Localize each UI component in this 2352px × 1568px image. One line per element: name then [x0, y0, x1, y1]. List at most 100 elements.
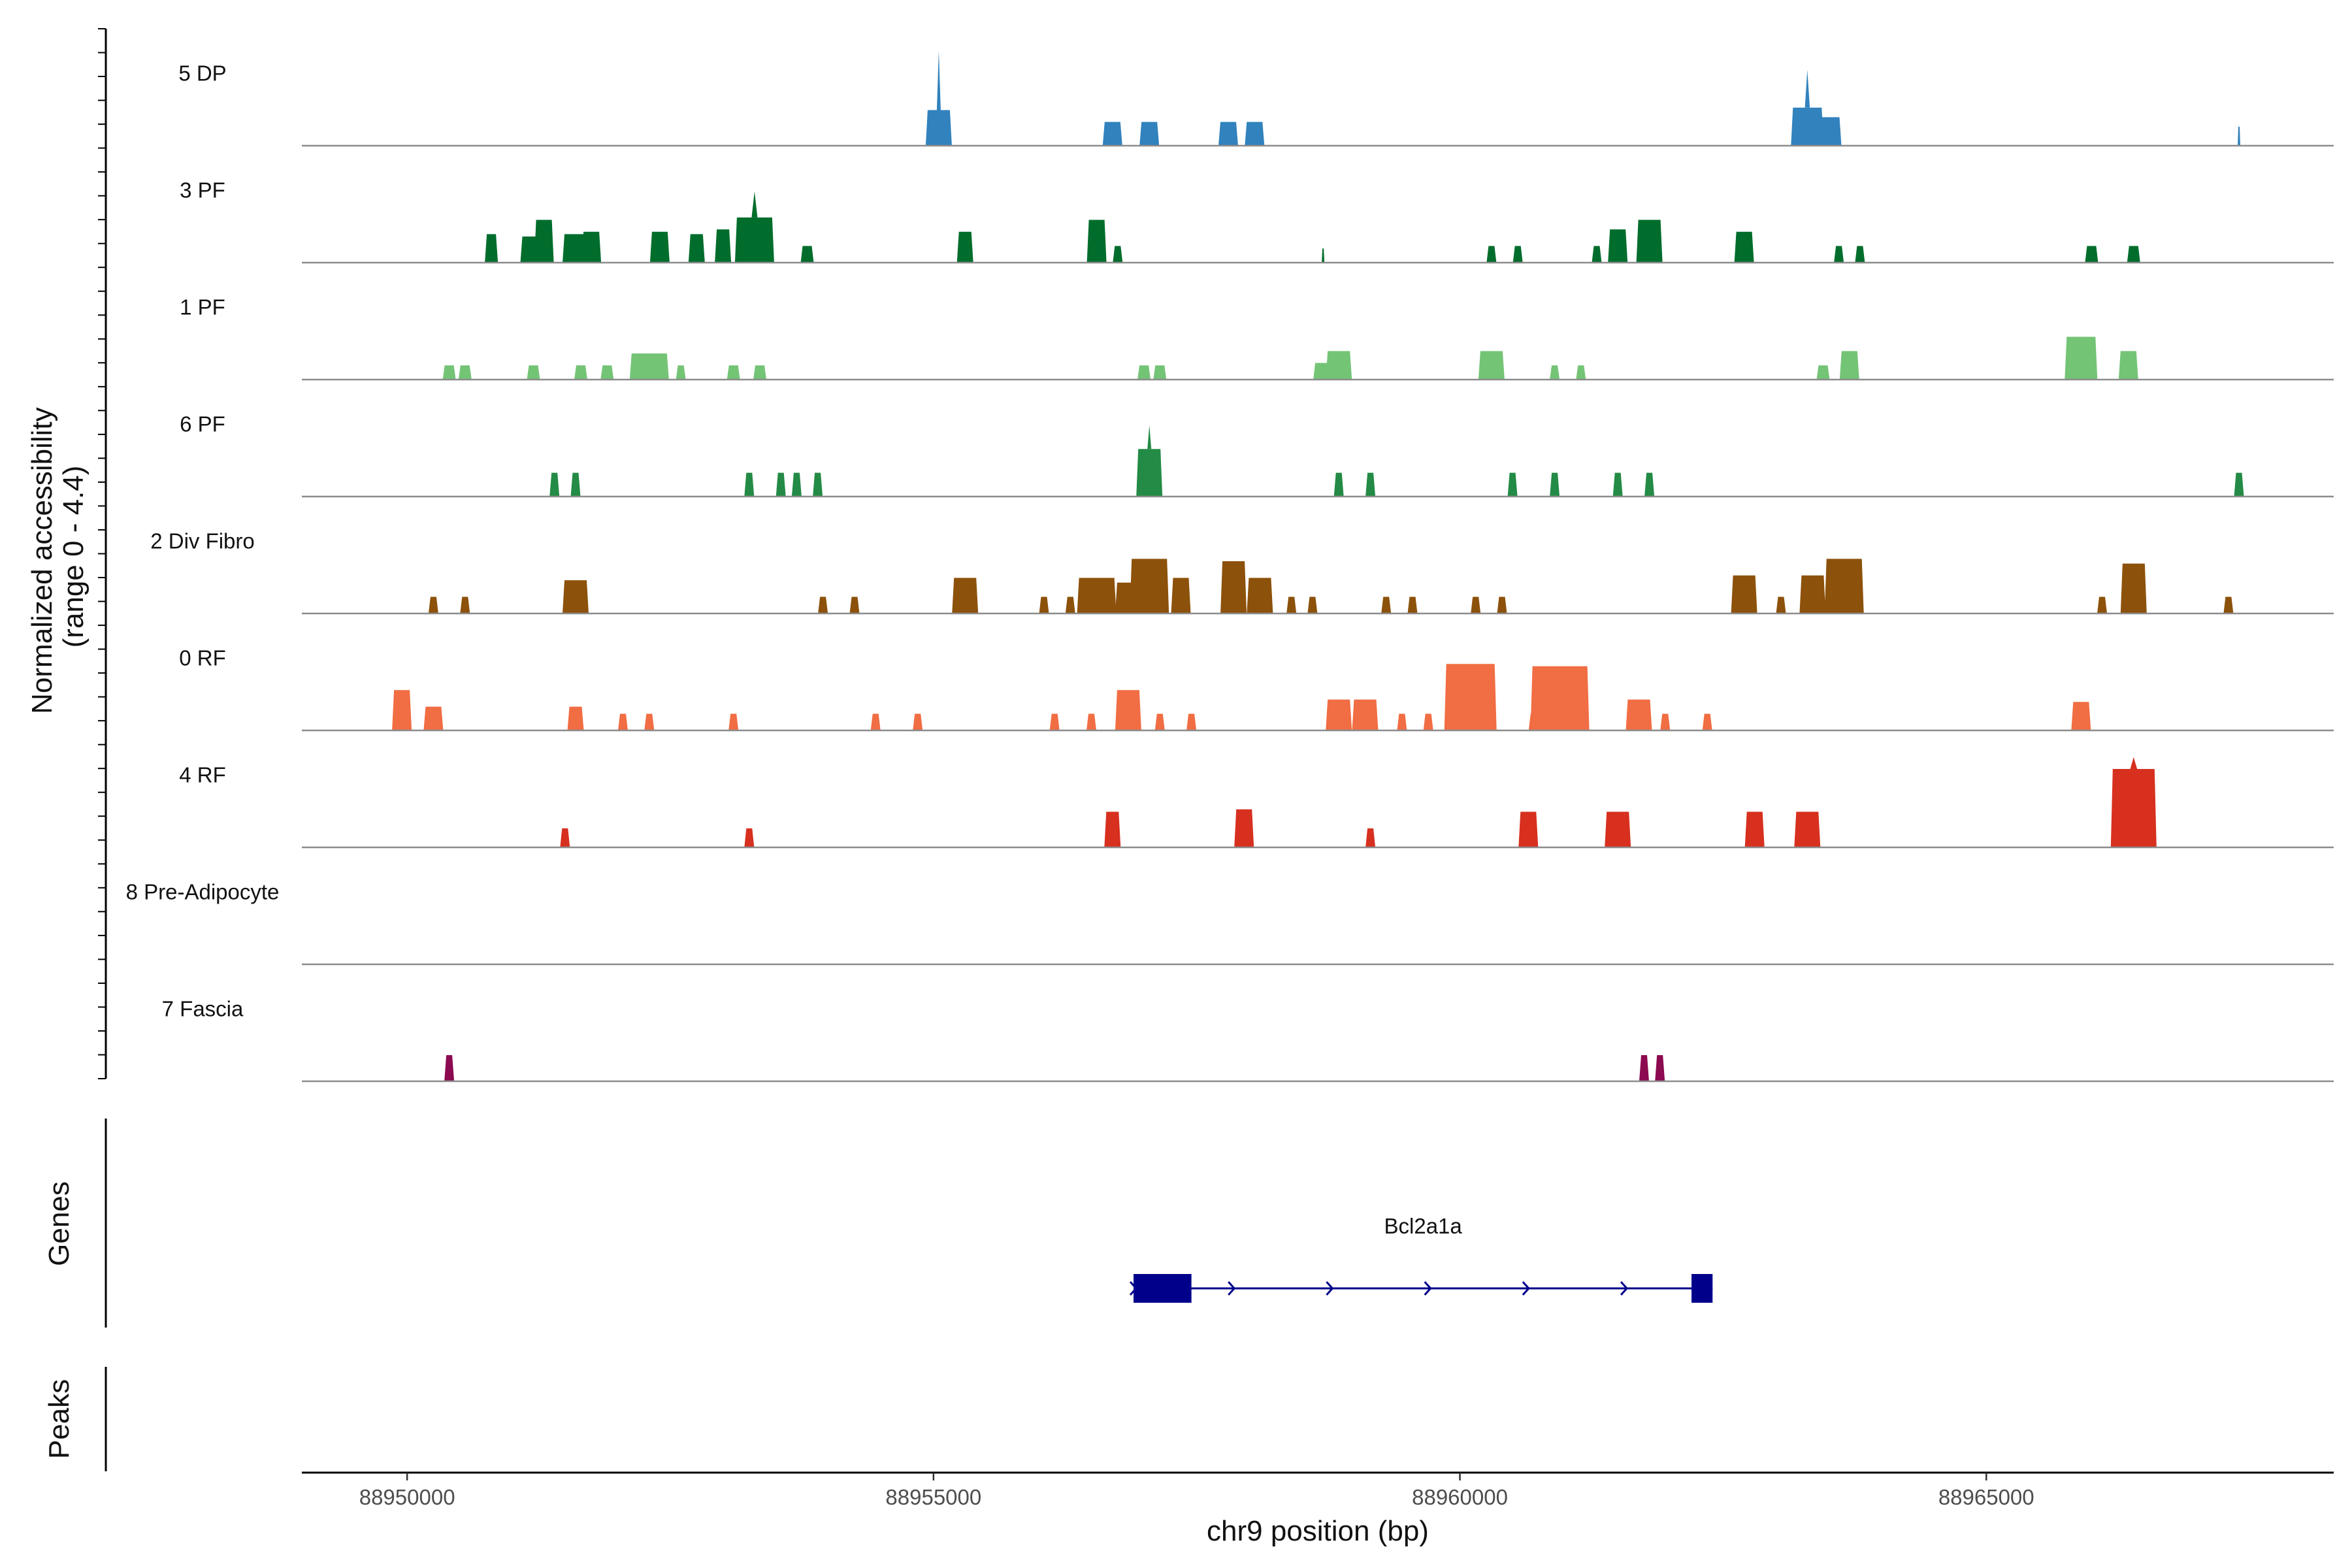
- accessibility-peak: [458, 365, 472, 380]
- accessibility-peak: [1660, 713, 1671, 730]
- strand-arrow: [1326, 1281, 1334, 1296]
- accessibility-peak: [1153, 365, 1167, 380]
- track-1-pf: 1 PF: [180, 295, 2334, 381]
- strand-arrow: [1522, 1281, 1530, 1296]
- accessibility-peak: [567, 706, 584, 730]
- accessibility-peak-summit: [751, 191, 758, 218]
- accessibility-peak: [1086, 220, 1107, 263]
- accessibility-peak: [1065, 596, 1075, 613]
- accessibility-peak: [1307, 596, 1318, 613]
- accessibility-peak: [1039, 596, 1049, 613]
- accessibility-peak: [1077, 578, 1117, 613]
- accessibility-peak: [1636, 220, 1663, 263]
- accessibility-peak: [1136, 449, 1163, 497]
- accessibility-peak: [1478, 351, 1505, 380]
- accessibility-peak: [1130, 559, 1169, 613]
- accessibility-peak: [1171, 578, 1191, 613]
- accessibility-peak: [753, 365, 766, 380]
- accessibility-peak: [1486, 246, 1497, 263]
- accessibility-peak: [1799, 575, 1826, 613]
- accessibility-peak: [2065, 336, 2098, 380]
- accessibility-peak: [1218, 122, 1238, 146]
- accessibility-peak: [734, 217, 774, 263]
- accessibility-peak: [1234, 809, 1254, 847]
- y-axis-title-line1: Normalized accessibility: [26, 407, 58, 713]
- accessibility-peak: [1471, 596, 1481, 613]
- accessibility-peak: [1365, 828, 1376, 847]
- accessibility-peak: [676, 365, 686, 380]
- accessibility-peak: [2223, 596, 2234, 613]
- track-label: 8 Pre-Adipocyte: [126, 880, 280, 904]
- accessibility-peak: [1605, 811, 1631, 847]
- strand-arrow: [1620, 1281, 1629, 1296]
- accessibility-peak: [1286, 596, 1297, 613]
- accessibility-peak: [1639, 1055, 1649, 1081]
- accessibility-peak: [1397, 713, 1407, 730]
- accessibility-peak: [1791, 107, 1824, 146]
- track-6-pf: 6 PF: [180, 412, 2334, 498]
- accessibility-peak: [1104, 811, 1121, 847]
- accessibility-peak: [1815, 117, 1842, 146]
- track-4-rf: 4 RF: [179, 757, 2334, 849]
- accessibility-peak: [1154, 713, 1165, 730]
- accessibility-peak: [2097, 596, 2107, 613]
- accessibility-peak: [1512, 246, 1523, 263]
- accessibility-peak-summit: [1805, 69, 1810, 108]
- track-2-div-fibro: 2 Div Fibro: [150, 529, 2334, 615]
- track-label: 0 RF: [179, 646, 226, 670]
- accessibility-peak: [776, 472, 786, 497]
- accessibility-peak: [1115, 690, 1141, 730]
- accessibility-peak: [1834, 246, 1844, 263]
- gene-exon: [1691, 1274, 1713, 1303]
- accessibility-tracks: 5 DP 3 PF 1 PF 6 PF 2 Div Fibro 0 RF 4 RF 8 Pre…: [126, 50, 2334, 1083]
- accessibility-peak: [392, 690, 412, 730]
- accessibility-peak: [1576, 365, 1586, 380]
- accessibility-peak: [1644, 472, 1655, 497]
- accessibility-peak: [2234, 472, 2244, 497]
- accessibility-peak: [1839, 351, 1859, 380]
- gene-annotation-track: Bcl2a1a: [1129, 1214, 1713, 1303]
- track-label: 4 RF: [179, 763, 226, 787]
- accessibility-peak: [1625, 699, 1652, 730]
- accessibility-peak: [1518, 811, 1539, 847]
- accessibility-peak: [1731, 575, 1757, 613]
- accessibility-peak: [1326, 351, 1352, 380]
- accessibility-peak: [913, 713, 923, 730]
- accessibility-peak: [1086, 713, 1096, 730]
- accessibility-peak: [1608, 229, 1628, 263]
- accessibility-peak: [2238, 126, 2240, 146]
- accessibility-peak: [2127, 246, 2140, 263]
- accessibility-peak: [485, 234, 498, 263]
- genes-panel-label: Genes: [43, 1181, 75, 1266]
- accessibility-peak: [791, 472, 802, 497]
- track-label: 3 PF: [180, 178, 225, 203]
- track-3-pf: 3 PF: [180, 178, 2334, 264]
- y-axis-ticks: [98, 28, 106, 1079]
- accessibility-peak: [1744, 811, 1765, 847]
- accessibility-peak: [728, 713, 739, 730]
- x-axis-ticks: 88950000 88955000 88960000 88965000: [359, 1473, 2034, 1509]
- accessibility-peak-summit: [1147, 425, 1152, 449]
- track-label: 6 PF: [180, 412, 225, 436]
- accessibility-peak: [1186, 713, 1197, 730]
- accessibility-peak: [952, 578, 979, 613]
- accessibility-peak: [460, 596, 470, 613]
- accessibility-peak: [744, 472, 755, 497]
- accessibility-peak: [549, 472, 560, 497]
- x-axis-title: chr9 position (bp): [1207, 1515, 1429, 1547]
- accessibility-peak: [1702, 713, 1712, 730]
- accessibility-peak: [2118, 351, 2138, 380]
- accessibility-peak: [2110, 769, 2157, 847]
- accessibility-peak: [813, 472, 823, 497]
- accessibility-peak: [1816, 365, 1830, 380]
- accessibility-peak: [1530, 666, 1590, 730]
- track-label: 7 Fascia: [162, 997, 244, 1021]
- accessibility-peak: [818, 596, 828, 613]
- track-5-dp: 5 DP: [178, 50, 2334, 147]
- accessibility-peak: [563, 580, 589, 613]
- track-8-pre-adipocyte: 8 Pre-Adipocyte: [126, 880, 2334, 966]
- accessibility-peak: [870, 713, 881, 730]
- accessibility-peak: [1794, 811, 1821, 847]
- accessibility-peak: [600, 365, 614, 380]
